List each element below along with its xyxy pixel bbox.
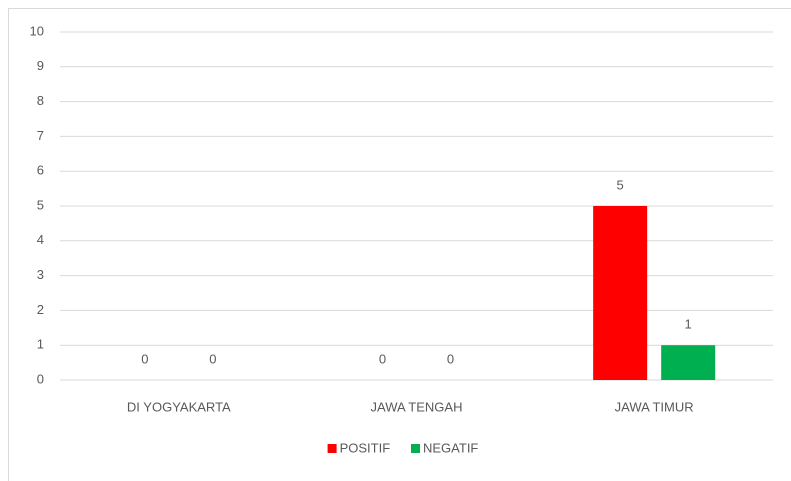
data-label: 0 — [379, 351, 386, 366]
x-tick-label: JAWA TIMUR — [615, 399, 694, 414]
data-label: 0 — [209, 351, 216, 366]
y-tick-label: 5 — [37, 197, 44, 212]
bar — [593, 206, 648, 380]
bar — [661, 345, 716, 380]
x-tick-label: JAWA TENGAH — [371, 399, 463, 414]
legend-label: NEGATIF — [423, 440, 478, 455]
legend-swatch — [327, 444, 337, 453]
data-label: 1 — [685, 317, 692, 332]
chart-frame — [8, 8, 791, 481]
y-tick-label: 10 — [30, 23, 44, 38]
y-tick-label: 2 — [37, 302, 44, 317]
legend-label: POSITIF — [340, 440, 391, 455]
x-tick-label: DI YOGYAKARTA — [127, 399, 231, 414]
y-tick-label: 1 — [37, 337, 44, 352]
y-tick-label: 9 — [37, 58, 44, 73]
data-label: 5 — [617, 177, 624, 192]
data-label: 0 — [141, 351, 148, 366]
y-tick-label: 8 — [37, 93, 44, 108]
y-tick-label: 6 — [37, 163, 44, 178]
y-tick-label: 4 — [37, 232, 44, 247]
y-tick-label: 7 — [37, 128, 44, 143]
y-tick-label: 3 — [37, 267, 44, 282]
data-label: 0 — [447, 351, 454, 366]
legend-swatch — [411, 444, 420, 453]
y-tick-label: 0 — [37, 371, 44, 386]
